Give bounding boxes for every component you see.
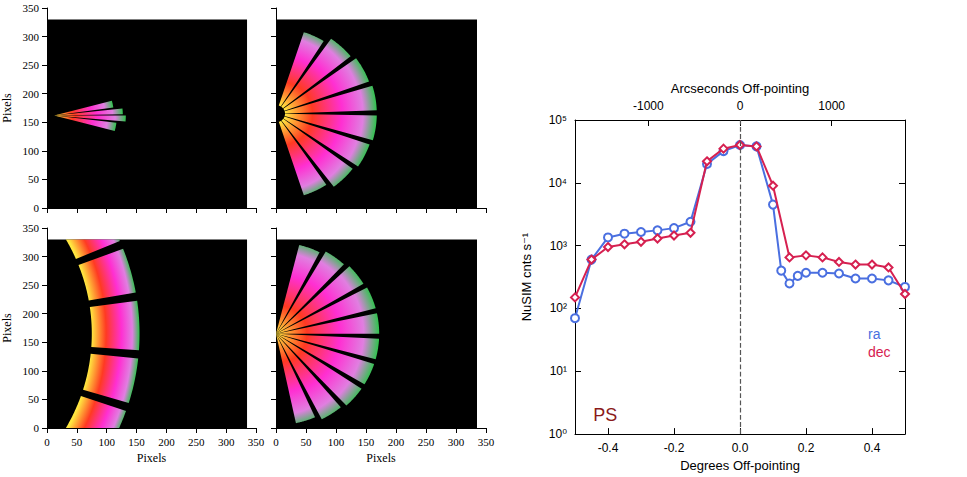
svg-text:50: 50	[28, 393, 40, 405]
svg-text:10²: 10²	[550, 301, 567, 315]
svg-text:10⁴: 10⁴	[548, 176, 567, 190]
svg-text:50: 50	[71, 436, 83, 448]
svg-text:350: 350	[248, 436, 265, 448]
svg-text:100: 100	[98, 436, 115, 448]
svg-text:100: 100	[328, 436, 345, 448]
svg-text:200: 200	[388, 436, 405, 448]
svg-text:10⁰: 10⁰	[549, 427, 567, 441]
svg-text:150: 150	[358, 436, 375, 448]
svg-text:150: 150	[23, 116, 40, 128]
svg-text:0: 0	[34, 422, 40, 434]
svg-text:300: 300	[23, 31, 40, 43]
svg-text:350: 350	[23, 2, 40, 14]
svg-text:0: 0	[273, 436, 279, 448]
svg-text:-0.2: -0.2	[664, 441, 685, 455]
svg-text:ra: ra	[868, 326, 881, 342]
svg-text:Arcseconds Off-pointing: Arcseconds Off-pointing	[671, 81, 810, 96]
svg-text:-0.4: -0.4	[598, 441, 619, 455]
svg-text:NuSIM cnts s⁻¹: NuSIM cnts s⁻¹	[519, 232, 534, 321]
svg-text:Pixels: Pixels	[0, 313, 14, 343]
svg-text:300: 300	[23, 251, 40, 263]
svg-text:10³: 10³	[550, 239, 567, 253]
svg-text:0: 0	[44, 436, 50, 448]
svg-text:250: 250	[188, 436, 205, 448]
svg-text:300: 300	[448, 436, 465, 448]
svg-text:PS: PS	[593, 405, 617, 425]
svg-text:10¹: 10¹	[550, 364, 567, 378]
svg-text:100: 100	[23, 365, 40, 377]
svg-text:250: 250	[418, 436, 435, 448]
svg-text:300: 300	[218, 436, 235, 448]
svg-text:1000: 1000	[818, 99, 845, 113]
svg-text:Pixels: Pixels	[366, 451, 396, 465]
svg-text:200: 200	[158, 436, 175, 448]
svg-text:150: 150	[128, 436, 145, 448]
svg-text:250: 250	[23, 59, 40, 71]
svg-text:350: 350	[23, 222, 40, 234]
svg-text:-1000: -1000	[633, 99, 664, 113]
svg-text:0: 0	[34, 202, 40, 214]
svg-text:100: 100	[23, 145, 40, 157]
svg-text:0.2: 0.2	[798, 441, 815, 455]
svg-text:Pixels: Pixels	[137, 451, 167, 465]
svg-text:Degrees Off-pointing: Degrees Off-pointing	[680, 458, 800, 473]
svg-text:0: 0	[737, 99, 744, 113]
svg-text:0.4: 0.4	[864, 441, 881, 455]
svg-text:0.0: 0.0	[732, 441, 749, 455]
svg-text:10⁵: 10⁵	[549, 113, 567, 127]
svg-text:50: 50	[28, 173, 40, 185]
svg-text:350: 350	[478, 436, 495, 448]
svg-text:150: 150	[23, 336, 40, 348]
svg-text:50: 50	[301, 436, 313, 448]
svg-text:250: 250	[23, 279, 40, 291]
svg-text:dec: dec	[868, 344, 891, 360]
svg-text:Pixels: Pixels	[0, 93, 14, 123]
svg-text:200: 200	[23, 308, 40, 320]
svg-text:200: 200	[23, 88, 40, 100]
